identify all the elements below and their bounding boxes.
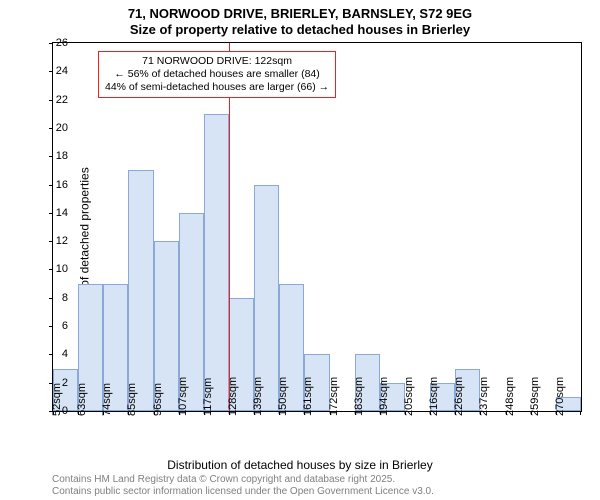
x-tick-label: 139sqm: [252, 377, 264, 416]
y-tick-label: 22: [28, 94, 68, 106]
x-tick-mark: [580, 411, 581, 415]
y-tick-label: 24: [28, 65, 68, 77]
x-tick-label: 161sqm: [302, 377, 314, 416]
attribution-text: Contains HM Land Registry data © Crown c…: [52, 474, 434, 498]
histogram-bar: [128, 170, 153, 411]
y-tick-label: 12: [28, 235, 68, 247]
x-tick-label: 270sqm: [554, 377, 566, 416]
y-tick-label: 16: [28, 179, 68, 191]
histogram-bar: [204, 114, 229, 411]
y-tick-label: 18: [28, 150, 68, 162]
attribution-line: Contains public sector information licen…: [52, 486, 434, 498]
y-tick-label: 20: [28, 122, 68, 134]
callout-line: 71 NORWOOD DRIVE: 122sqm: [105, 55, 329, 68]
x-tick-label: 96sqm: [152, 383, 164, 416]
x-tick-label: 172sqm: [328, 377, 340, 416]
x-tick-label: 205sqm: [403, 377, 415, 416]
x-axis-label: Distribution of detached houses by size …: [0, 458, 600, 472]
y-tick-label: 8: [28, 292, 68, 304]
x-tick-label: 74sqm: [101, 383, 113, 416]
chart-container: 71, NORWOOD DRIVE, BRIERLEY, BARNSLEY, S…: [0, 0, 600, 500]
x-tick-label: 150sqm: [277, 377, 289, 416]
callout-line: ← 56% of detached houses are smaller (84…: [105, 68, 329, 81]
x-tick-label: 128sqm: [227, 377, 239, 416]
y-tick-label: 4: [28, 348, 68, 360]
chart-subtitle: Size of property relative to detached ho…: [0, 22, 600, 37]
x-tick-label: 216sqm: [428, 377, 440, 416]
x-tick-label: 63sqm: [76, 383, 88, 416]
y-tick-label: 6: [28, 320, 68, 332]
x-tick-label: 117sqm: [202, 378, 214, 416]
x-tick-label: 237sqm: [478, 377, 490, 416]
attribution-line: Contains HM Land Registry data © Crown c…: [52, 474, 434, 486]
x-tick-label: 85sqm: [126, 383, 138, 416]
callout-line: 44% of semi-detached houses are larger (…: [105, 81, 329, 94]
x-tick-label: 52sqm: [51, 383, 63, 416]
x-tick-label: 107sqm: [177, 377, 189, 416]
y-tick-label: 14: [28, 207, 68, 219]
x-tick-label: 183sqm: [353, 377, 365, 416]
plot-area: 71 NORWOOD DRIVE: 122sqm← 56% of detache…: [52, 42, 582, 412]
x-tick-label: 259sqm: [529, 377, 541, 416]
x-tick-label: 194sqm: [378, 377, 390, 416]
y-tick-label: 10: [28, 263, 68, 275]
x-tick-label: 226sqm: [453, 377, 465, 416]
y-tick-label: 26: [28, 37, 68, 49]
callout-box: 71 NORWOOD DRIVE: 122sqm← 56% of detache…: [98, 51, 336, 98]
chart-title: 71, NORWOOD DRIVE, BRIERLEY, BARNSLEY, S…: [0, 6, 600, 21]
x-tick-label: 248sqm: [504, 377, 516, 416]
